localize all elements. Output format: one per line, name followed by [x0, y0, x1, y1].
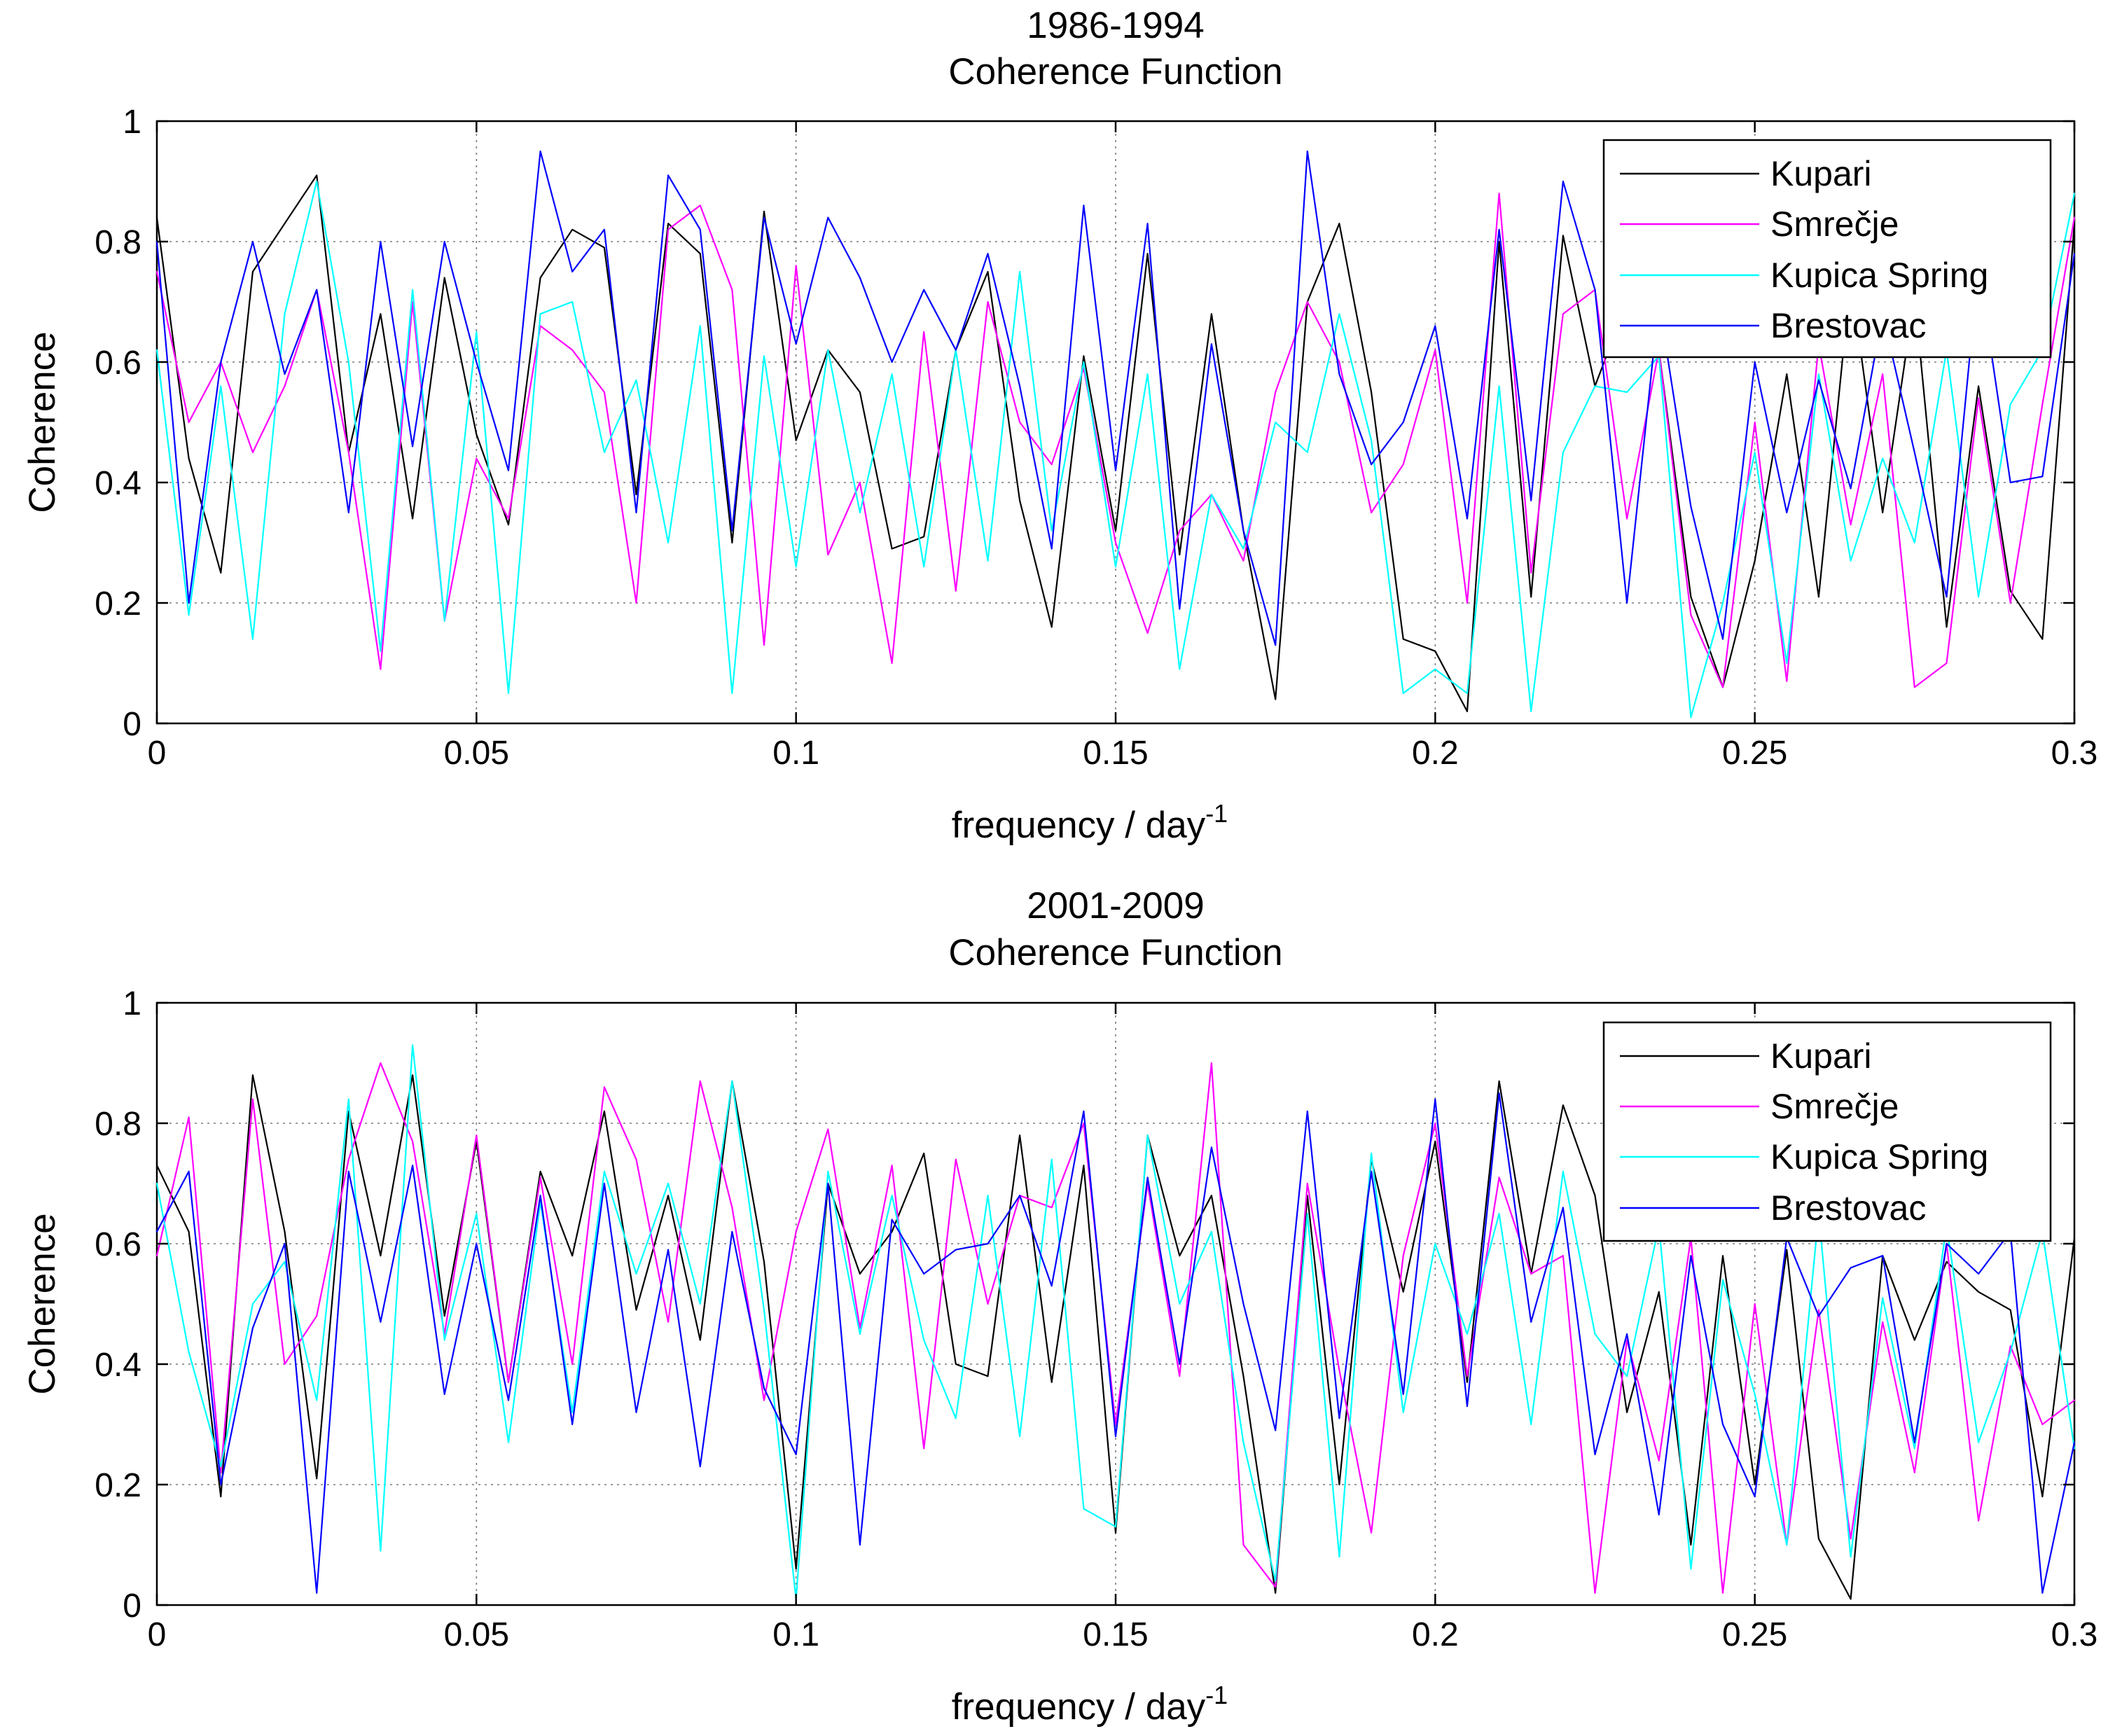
x-tick-label: 0.15 — [1083, 735, 1148, 772]
grid-lines — [157, 1003, 2074, 1605]
y-tick-label: 0.2 — [95, 585, 141, 623]
legend: Kupari Smrečje Kupica Spring Brestovac — [1602, 1021, 2052, 1242]
x-tick-label: 0.05 — [444, 1616, 509, 1653]
tick-labels: 0 0.05 0.1 0.15 0.2 0.25 0.3 0 0.2 0.4 0.6 0.8 1 — [95, 104, 2097, 772]
legend-label-kupica-spring: Kupica Spring — [1770, 256, 1988, 295]
legend-label-smrecje: Smrečje — [1770, 204, 1899, 244]
series-line-kupica-spring — [155, 1044, 2076, 1600]
y-tick-label: 0.2 — [95, 1467, 141, 1504]
y-tick-label: 0 — [123, 1588, 141, 1625]
series-line-brestovac — [155, 1092, 2076, 1594]
x-tick-label: 0.15 — [1083, 1616, 1148, 1653]
chart-panel-2001-2009: 2001-2009 Coherence Function 0 0.05 0.1 0.1… — [22, 885, 2097, 1728]
series-line-kupari — [155, 174, 2076, 712]
legend-label-kupica-spring: Kupica Spring — [1770, 1137, 1988, 1176]
series-line-smrecje — [155, 1062, 2076, 1594]
grid-lines — [157, 121, 2074, 723]
y-tick-label: 0.8 — [95, 1106, 141, 1143]
y-axis-label: Coherence — [22, 331, 63, 513]
series-line-smrecje — [155, 193, 2076, 688]
x-tick-label: 0 — [148, 735, 167, 772]
x-tick-label: 0 — [148, 1616, 167, 1653]
series-lines — [155, 1044, 2076, 1600]
x-tick-label: 0.1 — [772, 1616, 819, 1653]
legend-label-kupari: Kupari — [1770, 1036, 1872, 1076]
y-axis-label: Coherence — [22, 1213, 63, 1394]
y-tick-label: 0 — [123, 706, 141, 743]
y-tick-label: 0.6 — [95, 345, 141, 382]
axis-ticks — [155, 120, 2076, 725]
x-tick-label: 0.2 — [1412, 1616, 1459, 1653]
legend-label-kupari: Kupari — [1770, 154, 1872, 193]
legend-box — [1602, 1021, 2052, 1242]
legend: Kupari Smrečje Kupica Spring Brestovac — [1602, 139, 2052, 359]
chart-panel-1986-1994: 1986-1994 Coherence Function 0 0.05 0.1 0.1… — [22, 5, 2097, 846]
y-tick-label: 0.8 — [95, 224, 141, 261]
y-tick-label: 1 — [123, 104, 141, 141]
legend-label-brestovac: Brestovac — [1770, 1188, 1926, 1228]
x-tick-label: 0.3 — [2051, 1616, 2098, 1653]
x-axis-label: frequency / day-1 — [952, 1681, 1228, 1728]
x-tick-label: 0.25 — [1722, 735, 1787, 772]
y-tick-label: 0.6 — [95, 1226, 141, 1263]
x-tick-label: 0.05 — [444, 735, 509, 772]
x-tick-label: 0.2 — [1412, 735, 1459, 772]
axis-ticks — [155, 1001, 2076, 1606]
legend-label-smrecje: Smrečje — [1770, 1087, 1899, 1126]
tick-labels: 0 0.05 0.1 0.15 0.2 0.25 0.3 0 0.2 0.4 0.6 0.8 1 — [95, 985, 2097, 1653]
x-axis-label-exponent: -1 — [1205, 799, 1228, 828]
chart-title-line2: Coherence Function — [948, 932, 1282, 973]
legend-box — [1602, 139, 2052, 359]
x-axis-label-text: frequency / day — [952, 805, 1206, 846]
x-tick-label: 0.25 — [1722, 1616, 1787, 1653]
y-tick-label: 0.4 — [95, 465, 141, 502]
x-axis-label-text: frequency / day — [952, 1686, 1206, 1728]
chart-title-line1: 2001-2009 — [1027, 885, 1204, 926]
legend-label-brestovac: Brestovac — [1770, 306, 1926, 345]
x-tick-label: 0.1 — [772, 735, 819, 772]
y-tick-label: 1 — [123, 985, 141, 1022]
x-axis-label-exponent: -1 — [1205, 1681, 1228, 1709]
y-tick-label: 0.4 — [95, 1347, 141, 1384]
x-axis-label: frequency / day-1 — [952, 799, 1228, 846]
series-line-brestovac — [155, 150, 2076, 646]
series-line-kupica-spring — [155, 180, 2076, 718]
series-line-kupari — [155, 1074, 2076, 1600]
series-lines — [155, 150, 2076, 718]
chart-title-line1: 1986-1994 — [1027, 5, 1204, 46]
x-tick-label: 0.3 — [2051, 735, 2098, 772]
chart-title-line2: Coherence Function — [948, 51, 1282, 92]
